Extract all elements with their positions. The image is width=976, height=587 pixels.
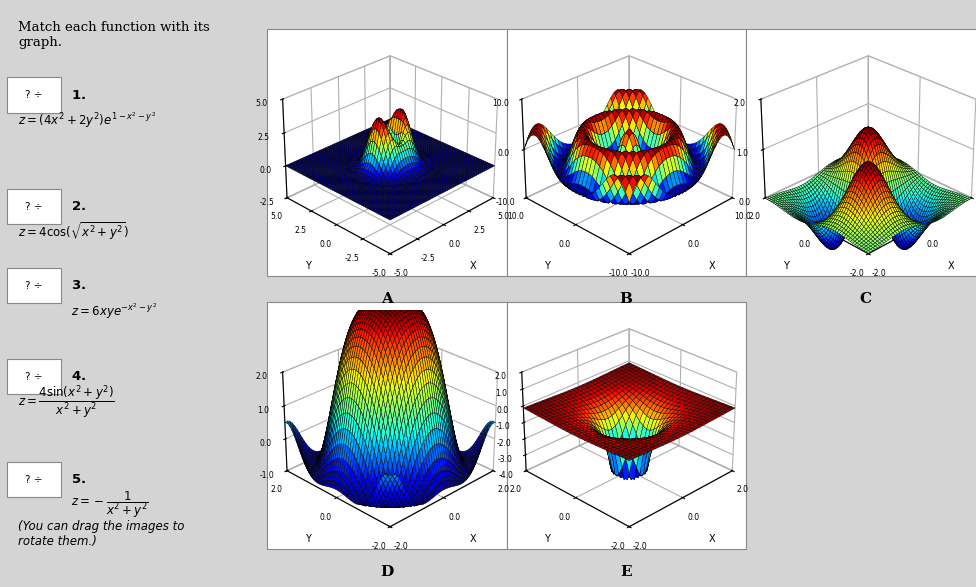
Text: ? ÷: ? ÷: [25, 90, 43, 100]
Text: $\bf{4.}$: $\bf{4.}$: [70, 370, 86, 383]
Text: B: B: [620, 292, 632, 306]
Text: A: A: [381, 292, 393, 306]
Text: Match each function with its
graph.: Match each function with its graph.: [19, 21, 210, 49]
FancyBboxPatch shape: [7, 268, 61, 303]
Text: $z = 4\cos(\sqrt{x^2+y^2})$: $z = 4\cos(\sqrt{x^2+y^2})$: [19, 221, 130, 243]
Text: ? ÷: ? ÷: [25, 201, 43, 212]
FancyBboxPatch shape: [7, 77, 61, 113]
Text: $\bf{3.}$: $\bf{3.}$: [70, 279, 86, 292]
Y-axis label: Y: Y: [305, 261, 310, 271]
Text: C: C: [859, 292, 872, 306]
Text: E: E: [621, 565, 631, 579]
Text: $z = (4x^2 + 2y^2)e^{1-x^2-y^2}$: $z = (4x^2 + 2y^2)e^{1-x^2-y^2}$: [19, 110, 156, 130]
X-axis label: X: X: [709, 534, 715, 544]
Y-axis label: Y: Y: [783, 261, 789, 271]
Y-axis label: Y: Y: [544, 534, 549, 544]
Text: (You can drag the images to
rotate them.): (You can drag the images to rotate them.…: [19, 520, 184, 548]
X-axis label: X: X: [709, 261, 715, 271]
Text: D: D: [381, 565, 393, 579]
Text: ? ÷: ? ÷: [25, 474, 43, 485]
Text: $z = \dfrac{4\sin(x^2+y^2)}{x^2+y^2}$: $z = \dfrac{4\sin(x^2+y^2)}{x^2+y^2}$: [19, 383, 115, 421]
Y-axis label: Y: Y: [305, 534, 310, 544]
FancyBboxPatch shape: [7, 462, 61, 497]
Text: $z = -\dfrac{1}{x^2+y^2}$: $z = -\dfrac{1}{x^2+y^2}$: [70, 490, 148, 520]
X-axis label: X: X: [948, 261, 955, 271]
FancyBboxPatch shape: [7, 359, 61, 394]
FancyBboxPatch shape: [7, 189, 61, 224]
Text: $\bf{5.}$: $\bf{5.}$: [70, 473, 86, 486]
Text: ? ÷: ? ÷: [25, 372, 43, 382]
X-axis label: X: X: [469, 261, 476, 271]
Text: $\bf{1.}$: $\bf{1.}$: [70, 89, 86, 102]
Text: $z = 6xye^{-x^2-y^2}$: $z = 6xye^{-x^2-y^2}$: [70, 301, 157, 321]
Text: ? ÷: ? ÷: [25, 281, 43, 291]
Y-axis label: Y: Y: [544, 261, 549, 271]
Text: $\bf{2.}$: $\bf{2.}$: [70, 200, 86, 213]
X-axis label: X: X: [469, 534, 476, 544]
